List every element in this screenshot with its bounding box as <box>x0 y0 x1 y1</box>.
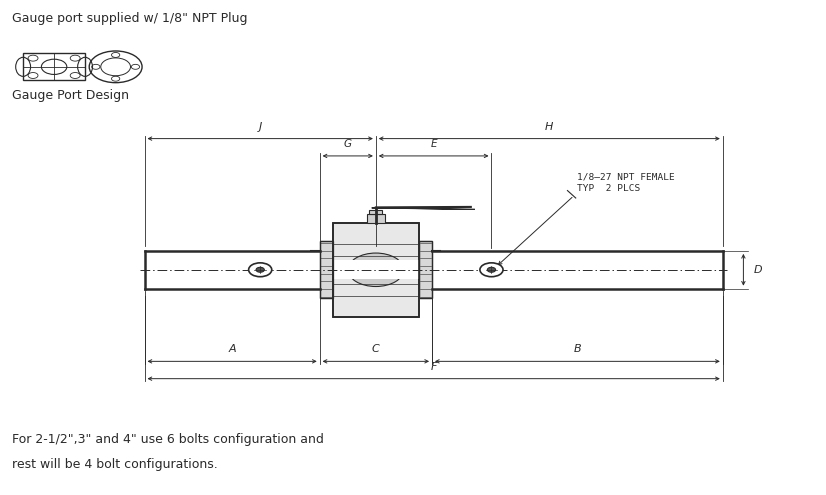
Text: A: A <box>228 345 236 354</box>
Text: Gauge port supplied w/ 1/8" NPT Plug: Gauge port supplied w/ 1/8" NPT Plug <box>12 12 248 25</box>
Text: C: C <box>372 345 380 354</box>
Text: For 2-1/2",3" and 4" use 6 bolts configuration and: For 2-1/2",3" and 4" use 6 bolts configu… <box>12 433 325 446</box>
Circle shape <box>487 267 496 272</box>
Bar <box>320 241 333 298</box>
Text: G: G <box>344 139 352 149</box>
Bar <box>23 53 85 80</box>
Bar <box>333 260 419 279</box>
Text: E: E <box>430 139 437 149</box>
Bar <box>369 210 382 214</box>
Circle shape <box>256 267 264 272</box>
Text: D: D <box>753 265 762 275</box>
Circle shape <box>249 263 272 277</box>
Bar <box>419 241 432 298</box>
Bar <box>333 223 419 317</box>
Bar <box>367 214 385 223</box>
Bar <box>333 223 419 317</box>
Text: 1/8–27 NPT FEMALE
TYP  2 PLCS: 1/8–27 NPT FEMALE TYP 2 PLCS <box>577 172 675 193</box>
Text: H: H <box>545 122 553 132</box>
Text: B: B <box>573 345 582 354</box>
Circle shape <box>348 253 404 287</box>
Polygon shape <box>372 208 475 209</box>
Text: Gauge Port Design: Gauge Port Design <box>12 89 130 102</box>
Text: F: F <box>430 362 437 372</box>
Bar <box>419 241 432 298</box>
Circle shape <box>480 263 503 277</box>
Text: J: J <box>259 122 262 132</box>
Bar <box>320 241 333 298</box>
Text: rest will be 4 bolt configurations.: rest will be 4 bolt configurations. <box>12 458 218 471</box>
